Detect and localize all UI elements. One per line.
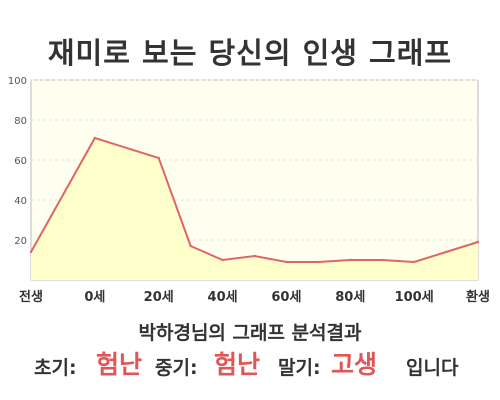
x-tick-label-2: 20세 bbox=[144, 290, 174, 305]
x-tick-label-0: 전생 bbox=[19, 289, 43, 305]
analysis-subtitle: 박하경님의 그래프 분석결과 bbox=[138, 322, 362, 344]
y-tick-label-60: 60 bbox=[14, 156, 27, 167]
page-title: 재미로 보는 당신의 인생 그래프 bbox=[47, 36, 453, 70]
y-tick-label-100: 100 bbox=[8, 76, 27, 87]
x-tick-label-7: 환생 bbox=[466, 289, 490, 305]
data-point-0 bbox=[29, 250, 33, 254]
data-point-5 bbox=[253, 254, 256, 258]
x-tick-label-1: 0세 bbox=[84, 290, 105, 305]
late-stage-label: 말기: bbox=[278, 357, 321, 379]
x-tick-label-4: 60세 bbox=[271, 290, 301, 305]
data-point-3 bbox=[189, 244, 192, 248]
y-tick-label-80: 80 bbox=[14, 116, 27, 127]
x-tick-label-6: 100세 bbox=[395, 290, 434, 305]
data-point-11 bbox=[444, 250, 448, 254]
mid-stage-label: 중기: bbox=[155, 357, 198, 379]
x-tick-label-5: 80세 bbox=[335, 290, 365, 305]
data-point-1 bbox=[93, 136, 97, 140]
late-stage-value: 고생 bbox=[331, 350, 378, 379]
y-tick-label-20: 20 bbox=[14, 236, 27, 247]
data-point-4 bbox=[221, 258, 224, 262]
data-point-8 bbox=[349, 258, 352, 262]
result-suffix: 입니다 bbox=[406, 357, 459, 379]
data-point-7 bbox=[317, 260, 320, 264]
data-point-12 bbox=[476, 240, 480, 244]
series-area bbox=[31, 138, 478, 280]
early-stage-label: 초기: bbox=[34, 357, 77, 379]
data-point-2 bbox=[157, 156, 160, 160]
mid-stage-value: 험난 bbox=[214, 350, 261, 379]
early-stage-value: 험난 bbox=[96, 350, 143, 379]
x-tick-label-3: 40세 bbox=[208, 290, 238, 305]
y-tick-label-40: 40 bbox=[14, 196, 27, 207]
data-point-6 bbox=[285, 260, 288, 264]
data-point-9 bbox=[381, 258, 384, 262]
data-point-10 bbox=[412, 260, 416, 264]
